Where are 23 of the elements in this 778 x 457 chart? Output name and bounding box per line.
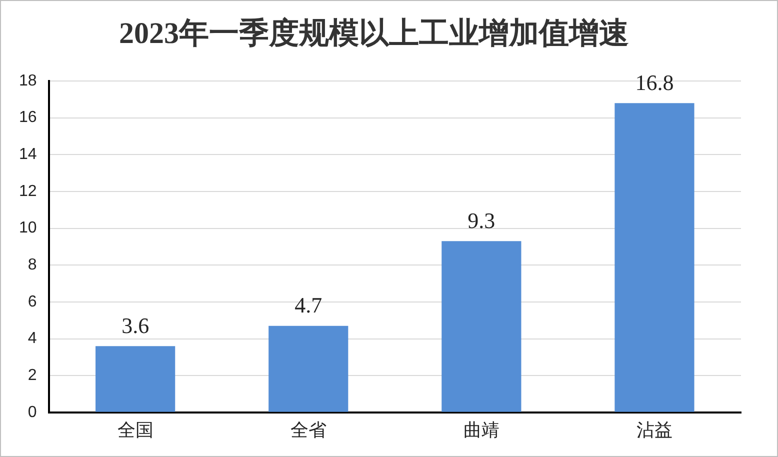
x-tick-label: 全省 bbox=[290, 420, 326, 440]
bar bbox=[96, 346, 176, 412]
bar bbox=[614, 103, 694, 412]
x-tick-label: 曲靖 bbox=[463, 420, 500, 440]
y-tick-label: 2 bbox=[28, 366, 37, 384]
y-tick-label: 6 bbox=[28, 293, 37, 310]
chart-title: 2023年一季度规模以上工业增加值增速 bbox=[119, 16, 629, 50]
y-tick-label: 12 bbox=[19, 182, 37, 200]
y-tick-label: 18 bbox=[19, 72, 37, 90]
y-tick-label: 8 bbox=[28, 256, 37, 274]
y-tick-label: 10 bbox=[19, 220, 37, 237]
data-label: 4.7 bbox=[294, 292, 322, 318]
data-label: 3.6 bbox=[122, 312, 150, 338]
y-tick-label: 14 bbox=[19, 146, 37, 164]
data-label: 9.3 bbox=[468, 208, 496, 233]
y-tick-label: 0 bbox=[28, 404, 37, 421]
data-label: 16.8 bbox=[635, 70, 674, 95]
bar bbox=[442, 241, 522, 412]
x-tick-label: 沾益 bbox=[636, 420, 672, 440]
y-tick-label: 16 bbox=[19, 109, 37, 126]
x-tick-label: 全国 bbox=[117, 420, 154, 440]
bar bbox=[268, 326, 348, 412]
y-tick-label: 4 bbox=[28, 330, 37, 348]
